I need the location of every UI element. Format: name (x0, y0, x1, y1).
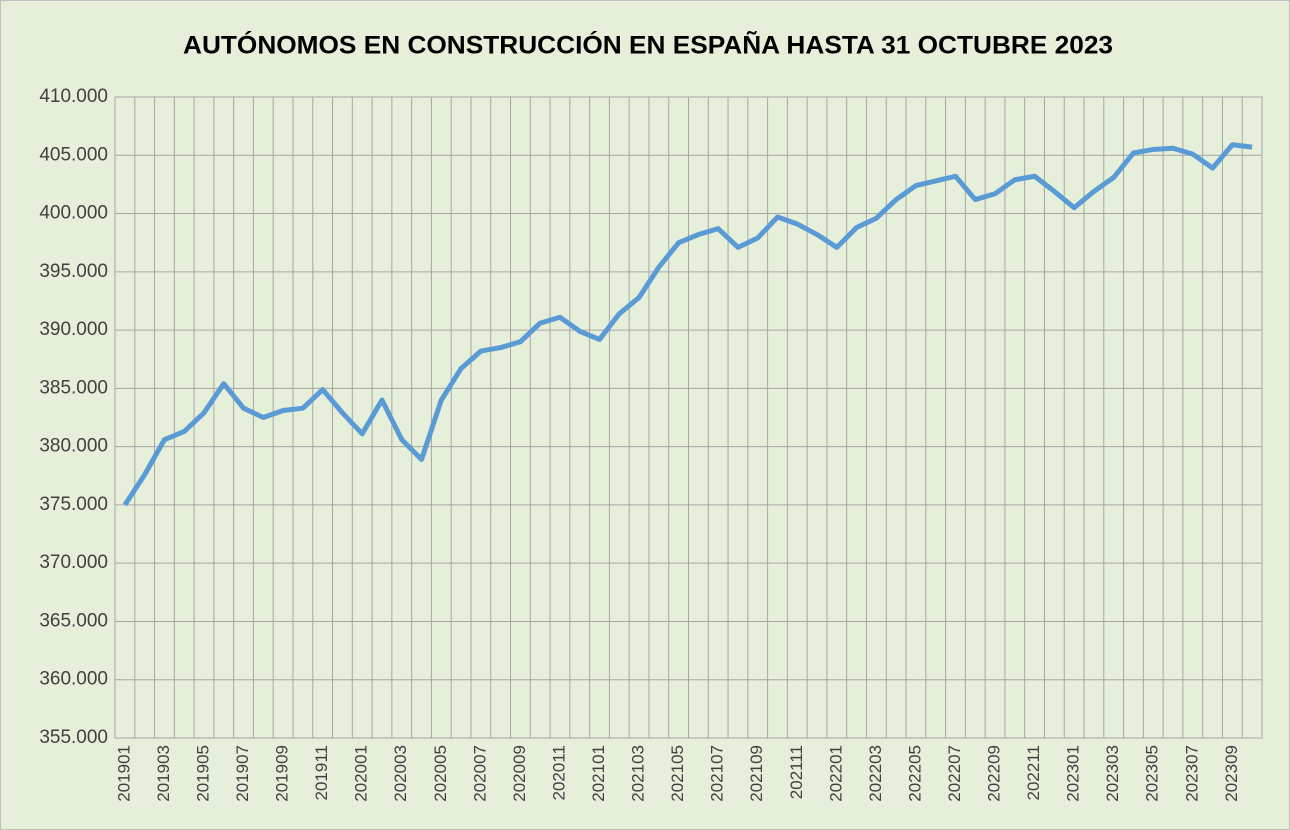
y-tick-label: 365.000 (39, 610, 108, 631)
x-tick-label: 201901 (114, 745, 133, 802)
x-tick-label: 202005 (431, 745, 450, 802)
x-tick-label: 201905 (193, 745, 212, 802)
x-tick-label: 202009 (510, 745, 529, 802)
y-tick-label: 375.000 (39, 494, 108, 515)
x-tick-label: 201911 (312, 745, 331, 800)
y-tick-label: 360.000 (39, 669, 108, 690)
x-tick-label: 202011 (549, 745, 568, 800)
x-tick-label: 202203 (866, 745, 885, 802)
x-tick-label: 202109 (747, 745, 766, 802)
x-tick-label: 201909 (273, 745, 292, 802)
x-tick-label: 202007 (470, 745, 489, 802)
y-tick-label: 405.000 (39, 144, 108, 165)
chart-title: AUTÓNOMOS EN CONSTRUCCIÓN EN ESPAÑA HAST… (183, 30, 1113, 60)
y-tick-label: 395.000 (39, 261, 108, 282)
x-tick-label: 202303 (1103, 745, 1122, 802)
x-tick-label: 202207 (945, 745, 964, 802)
x-tick-label: 202201 (826, 745, 845, 802)
y-tick-label: 380.000 (39, 436, 108, 457)
y-tick-label: 390.000 (39, 319, 108, 340)
x-tick-label: 202001 (352, 745, 371, 802)
y-tick-label: 400.000 (39, 203, 108, 224)
x-tick-label: 202209 (985, 745, 1004, 802)
x-tick-label: 202103 (629, 745, 648, 802)
x-tick-label: 201907 (233, 745, 252, 802)
x-tick-label: 202309 (1222, 745, 1241, 802)
y-tick-label: 355.000 (39, 727, 108, 748)
x-tick-label: 202305 (1143, 745, 1162, 802)
x-tick-label: 202307 (1182, 745, 1201, 802)
x-tick-label: 202205 (905, 745, 924, 802)
x-tick-label: 202107 (708, 745, 727, 802)
y-tick-label: 370.000 (39, 552, 108, 573)
x-tick-label: 202211 (1024, 745, 1043, 800)
y-tick-label: 410.000 (39, 86, 108, 107)
x-tick-label: 202301 (1064, 745, 1083, 802)
x-tick-label: 201903 (154, 745, 173, 802)
x-tick-label: 202101 (589, 745, 608, 802)
y-tick-label: 385.000 (39, 377, 108, 398)
x-tick-label: 202105 (668, 745, 687, 802)
data-line (122, 142, 1253, 507)
x-tick-label: 202003 (391, 745, 410, 802)
x-tick-label: 202111 (787, 745, 806, 799)
